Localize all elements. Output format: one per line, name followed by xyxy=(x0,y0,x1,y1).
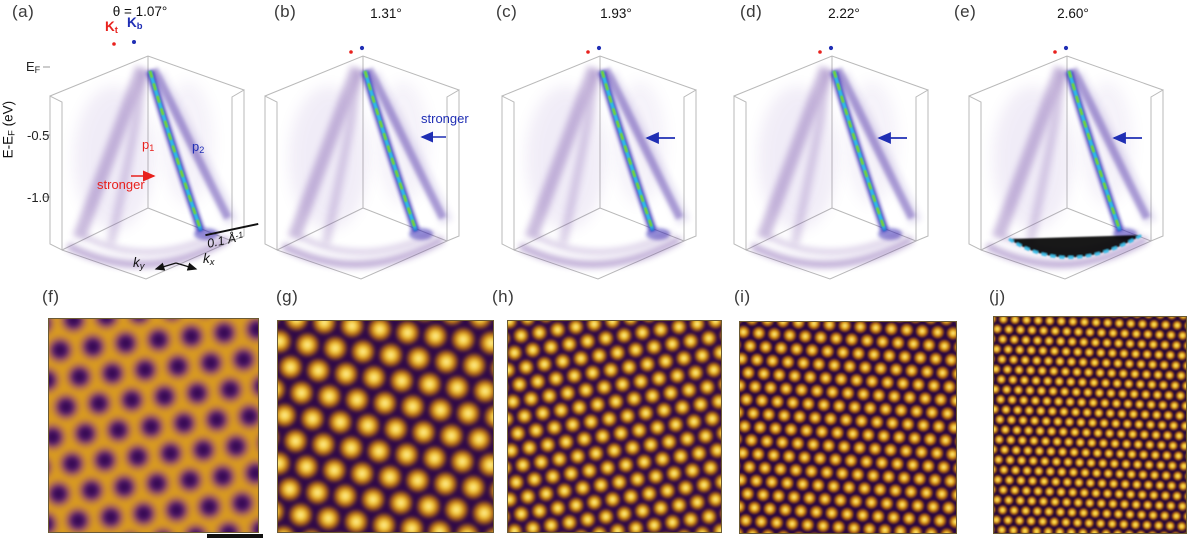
fermi-level-label: EF xyxy=(26,59,41,75)
panel-letter-d: (d) xyxy=(740,2,763,21)
panel-letter-h: (h) xyxy=(492,287,515,306)
moire-image-h xyxy=(507,320,722,533)
kt-point-marker xyxy=(349,50,353,54)
stronger-label-a: stronger xyxy=(97,177,145,192)
kb-point-marker xyxy=(359,45,365,51)
moire-image-i xyxy=(739,321,957,534)
band-p1-label: p1 xyxy=(142,137,155,153)
kb-label: Kb xyxy=(127,15,143,33)
twist-angle-e: 2.60° xyxy=(1057,6,1089,21)
kt-point-marker xyxy=(112,42,116,46)
ky-axis-label: ky xyxy=(133,255,145,273)
energy-tick-marks xyxy=(43,66,50,198)
band-p2-label: p2 xyxy=(192,139,205,155)
arpes-panel-c xyxy=(501,45,697,280)
kx-axis-label: kx xyxy=(203,251,215,269)
kt-point-marker xyxy=(818,50,822,54)
moire-pattern-g xyxy=(278,321,493,532)
twist-angle-d: 2.22° xyxy=(828,6,860,21)
panel-letter-b: (b) xyxy=(274,2,297,21)
kt-point-marker xyxy=(1053,50,1057,54)
panel-letter-f: (f) xyxy=(42,287,60,306)
panel-letter-i: (i) xyxy=(734,287,751,306)
kb-point-marker xyxy=(828,45,834,51)
twist-angle-b: 1.31° xyxy=(370,6,402,21)
stm-scale-bar xyxy=(207,534,263,538)
panel-letter-a: (a) xyxy=(12,2,35,21)
arpes-panel-d xyxy=(733,45,929,280)
panel-letter-c: (c) xyxy=(496,2,518,21)
twist-angle-c: 1.93° xyxy=(600,6,632,21)
moire-pattern-h xyxy=(508,321,721,532)
moire-image-j xyxy=(993,316,1187,534)
stronger-label-b: stronger xyxy=(421,111,469,126)
arpes-panel-a xyxy=(43,40,245,280)
kt-point-marker xyxy=(586,50,590,54)
twist-angle-a: θ = 1.07° xyxy=(112,4,168,19)
bright-floor-arc xyxy=(1008,233,1143,260)
y-tick-10: -1.0 xyxy=(27,190,50,205)
moire-pattern-f xyxy=(49,319,258,532)
moire-pattern-j xyxy=(994,317,1186,533)
moire-pattern-i xyxy=(740,322,956,533)
y-tick-05: -0.5 xyxy=(27,128,50,143)
moire-image-g xyxy=(277,320,494,533)
kb-point-marker xyxy=(596,45,602,51)
k-axes-arrow xyxy=(154,262,198,271)
panel-letter-e: (e) xyxy=(954,2,977,21)
kt-label: Kt xyxy=(105,19,118,37)
kb-point-marker xyxy=(132,40,136,44)
arpes-panel-e xyxy=(968,45,1164,280)
moire-image-f xyxy=(48,318,259,533)
y-axis-label: E-EF (eV) xyxy=(0,100,18,159)
kb-point-marker xyxy=(1063,45,1069,51)
arpes-panel-b xyxy=(264,45,460,280)
panel-letter-g: (g) xyxy=(276,287,299,306)
panel-letter-j: (j) xyxy=(989,287,1006,306)
